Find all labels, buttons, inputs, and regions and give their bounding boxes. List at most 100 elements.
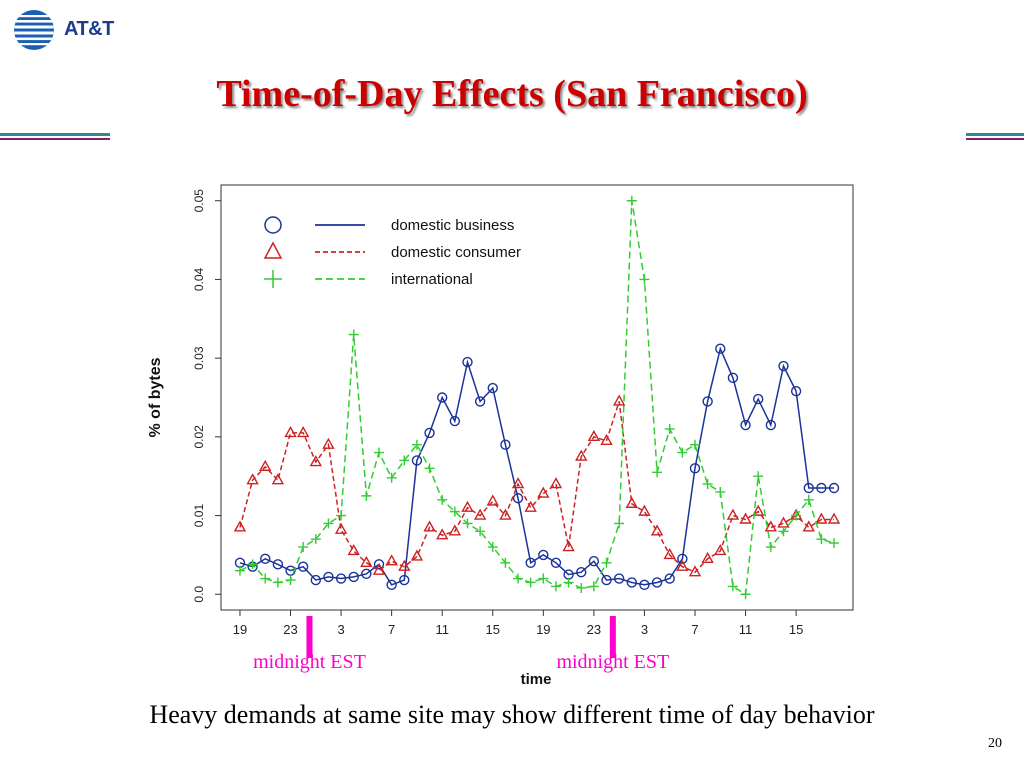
- international-point: [727, 581, 738, 592]
- y-tick-label: 0.04: [192, 267, 206, 291]
- domestic-consumer-point: [398, 559, 411, 571]
- international-point: [449, 506, 460, 517]
- domestic-business-point: [790, 386, 802, 397]
- domestic-business-point: [588, 556, 600, 567]
- page-number: 20: [988, 736, 1002, 751]
- international-point: [740, 589, 751, 600]
- international-point: [513, 573, 524, 584]
- international-point: [386, 472, 397, 483]
- title-rule-left: [0, 133, 110, 143]
- domestic-consumer-point: [271, 473, 285, 485]
- international-line: [239, 200, 835, 596]
- domestic-business-point: [386, 579, 397, 591]
- international-point: [310, 534, 321, 545]
- international-point: [298, 542, 309, 553]
- domestic-business-point: [677, 553, 688, 565]
- att-logo: AT&T: [12, 8, 132, 52]
- domestic-business-point: [740, 419, 751, 431]
- legend-label-domestic-consumer: domestic consumer: [391, 244, 521, 261]
- domestic-consumer-point: [461, 500, 474, 512]
- att-globe-icon: [14, 10, 54, 50]
- x-tick-label: 19: [233, 622, 247, 637]
- international-point: [639, 274, 650, 285]
- x-tick-label: 15: [486, 622, 500, 637]
- domestic-consumer-point: [549, 477, 563, 489]
- international-point: [601, 557, 612, 568]
- domestic-business-point: [816, 482, 827, 494]
- international-point: [829, 538, 840, 549]
- domestic-consumer-point: [625, 496, 638, 508]
- domestic-business-point: [626, 577, 637, 588]
- slide-caption: Heavy demands at same site may show diff…: [149, 700, 875, 729]
- y-axis-label: % of bytes: [147, 357, 164, 437]
- midnight-est-label: midnight EST: [556, 651, 669, 673]
- domestic-consumer-point: [322, 437, 335, 449]
- legend-label-international: international: [391, 271, 473, 288]
- international-point: [588, 581, 599, 592]
- international-point: [626, 195, 637, 206]
- international-point: [715, 486, 726, 497]
- y-tick-label: 0.03: [192, 346, 206, 370]
- international-point: [791, 510, 802, 521]
- international-point: [677, 447, 688, 458]
- domestic-consumer-point: [764, 520, 778, 532]
- domestic-business-point: [715, 343, 726, 354]
- slide-title: Time-of-Day Effects (San Francisco): [216, 73, 808, 115]
- domestic-business-point: [664, 573, 675, 584]
- y-tick-label: 0.0: [192, 586, 206, 603]
- domestic-consumer-point: [802, 520, 815, 532]
- domestic-consumer-point: [575, 449, 588, 461]
- y-tick-label: 0.02: [192, 425, 206, 449]
- domestic-consumer-point: [309, 455, 322, 467]
- domestic-consumer-point: [739, 512, 752, 524]
- y-tick-label: 0.05: [192, 189, 206, 213]
- x-axis-label: time: [521, 671, 552, 688]
- logo-text: AT&T: [64, 18, 114, 40]
- domestic-consumer-point: [436, 528, 449, 540]
- domestic-business-point: [297, 561, 309, 572]
- domestic-consumer-point: [827, 512, 841, 524]
- domestic-business-point: [310, 574, 322, 586]
- domestic-consumer-point: [650, 524, 664, 536]
- domestic-consumer-point: [448, 524, 462, 536]
- domestic-business-point: [525, 557, 536, 568]
- x-tick-label: 7: [691, 622, 698, 637]
- domestic-business-point: [437, 392, 448, 403]
- domestic-business-point: [399, 574, 410, 586]
- international-point: [234, 565, 245, 576]
- domestic-business-point: [260, 553, 271, 565]
- international-point: [462, 518, 473, 529]
- x-tick-label: 3: [641, 622, 648, 637]
- domestic-business-point: [778, 360, 789, 372]
- domestic-consumer-point: [562, 540, 575, 552]
- domestic-business-point: [462, 356, 473, 368]
- international-point: [487, 542, 498, 553]
- domestic-business-point: [335, 573, 347, 584]
- domestic-business-point: [550, 557, 562, 568]
- domestic-business-point: [449, 415, 461, 427]
- domestic-consumer-point: [385, 554, 398, 566]
- domestic-business-line: [239, 346, 834, 586]
- domestic-business-point: [348, 571, 359, 583]
- international-point: [803, 494, 814, 505]
- international-point: [778, 526, 789, 537]
- x-tick-label: 15: [789, 622, 803, 637]
- domestic-consumer-point: [752, 504, 765, 516]
- international-point: [550, 581, 561, 592]
- international-point: [753, 471, 764, 482]
- title-rule-right: [966, 133, 1024, 143]
- y-tick-label: 0.01: [192, 504, 206, 528]
- domestic-business-point: [639, 579, 650, 591]
- domestic-consumer-point: [600, 433, 613, 445]
- international-point: [664, 423, 675, 434]
- domestic-consumer-point: [587, 429, 601, 442]
- domestic-business-point: [361, 568, 372, 579]
- legend-marker-domestic-consumer: [263, 241, 283, 259]
- international-point: [614, 518, 625, 529]
- domestic-business-point: [500, 439, 511, 450]
- domestic-consumer-point: [815, 512, 828, 524]
- domestic-consumer-point: [233, 520, 247, 532]
- domestic-consumer-point: [423, 520, 436, 532]
- x-tick-label: 19: [536, 622, 550, 637]
- domestic-business-point: [323, 571, 334, 583]
